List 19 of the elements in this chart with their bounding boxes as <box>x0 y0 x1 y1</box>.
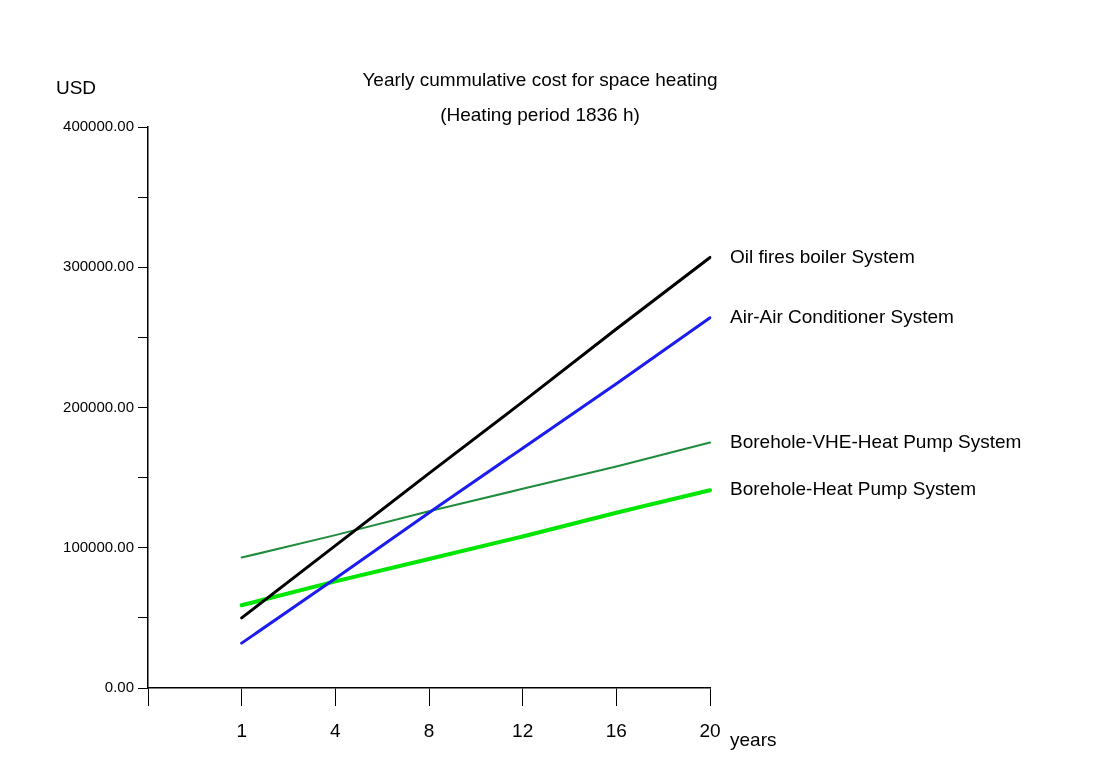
y-axis-title: USD <box>55 77 97 99</box>
x-tick-label: 16 <box>605 719 627 741</box>
series-label: Borehole-Heat Pump System <box>730 478 977 500</box>
series-label: Oil fires boiler System <box>730 245 915 267</box>
x-tick-label: 8 <box>423 719 435 741</box>
y-tick-label: 200000.00 <box>63 397 134 415</box>
y-tick-label: 0.00 <box>104 678 134 696</box>
series-label: Air-Air Conditioner System <box>730 305 954 327</box>
chart-subtitle: (Heating period 1836 h) <box>440 104 640 126</box>
y-tick-label: 100000.00 <box>63 537 134 555</box>
y-tick-label: 300000.00 <box>63 257 134 275</box>
chart-title: Yearly cummulative cost for space heating <box>362 69 718 91</box>
series-label: Borehole-VHE-Heat Pump System <box>730 430 1022 452</box>
y-tick-label: 400000.00 <box>63 117 134 135</box>
x-tick-label: 12 <box>512 719 534 741</box>
x-tick-label: 4 <box>330 719 342 741</box>
x-tick-label: 1 <box>236 719 247 741</box>
x-tick-label: 20 <box>699 719 721 741</box>
x-axis-title: years <box>730 729 777 751</box>
